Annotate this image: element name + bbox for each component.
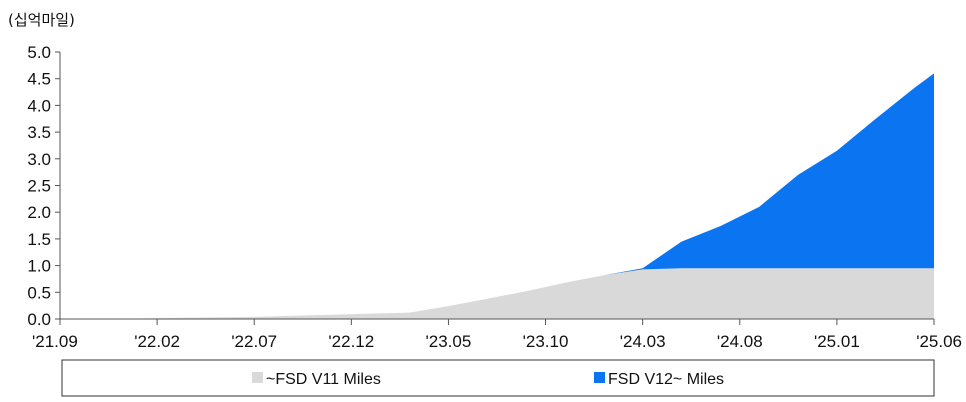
legend: ~FSD V11 Miles FSD V12~ Miles	[61, 359, 935, 397]
x-tick-label: '22.07	[231, 332, 277, 351]
axes-group: 0.0 0.5 1.0 1.5 2.0 2.5 3.0 3.5 4.0 4.5 5.0 '21.09 '…	[27, 43, 962, 351]
x-tick-label: '25.06	[916, 332, 962, 351]
legend-swatch	[594, 372, 605, 383]
y-tick-label: 3.0	[27, 150, 51, 169]
y-tick-label: 1.0	[27, 257, 51, 276]
x-tick-label: '25.01	[814, 332, 860, 351]
y-tick-label: 4.0	[27, 96, 51, 115]
x-tick-label: '22.02	[134, 332, 180, 351]
y-tick-label: 5.0	[27, 43, 51, 62]
legend-swatch	[252, 372, 263, 383]
y-tick-label: 2.0	[27, 203, 51, 222]
y-tick-label: 3.5	[27, 123, 51, 142]
x-tick-label: '21.09	[32, 332, 78, 351]
x-tick-label: '22.12	[328, 332, 374, 351]
legend-entry-label: ~FSD V11 Miles	[266, 371, 381, 388]
legend-entry-label: FSD V12~ Miles	[608, 371, 724, 388]
legend-box	[61, 359, 935, 397]
y-axis-unit-label: (십억마일)	[8, 11, 75, 29]
y-tick-label: 0.0	[27, 310, 51, 329]
x-tick-label: '24.08	[717, 332, 763, 351]
area-series-2	[60, 73, 934, 319]
y-tick-label: 4.5	[27, 70, 51, 89]
y-tick-label: 0.5	[27, 283, 51, 302]
x-tick-label: '23.05	[426, 332, 472, 351]
y-tick-label: 1.5	[27, 230, 51, 249]
y-tick-label: 2.5	[27, 177, 51, 196]
area-series-group	[60, 73, 934, 319]
x-tick-label: '24.03	[620, 332, 666, 351]
area-series-1	[60, 268, 934, 319]
x-tick-label: '23.10	[523, 332, 569, 351]
